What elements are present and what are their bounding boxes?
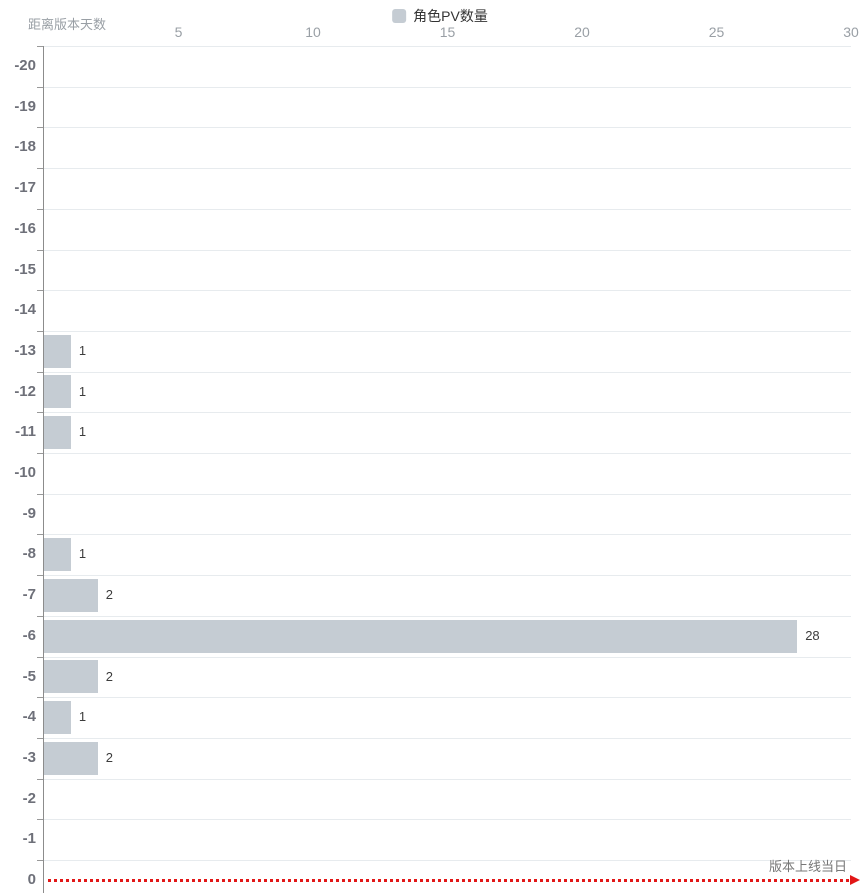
legend-swatch-icon (392, 9, 407, 23)
y-axis-label: -18 (14, 138, 36, 156)
bar-value-label: 2 (105, 668, 114, 684)
plot-area: 5 10 15 20 25 30 -20 -19 -18 -17 -16 -15 -14 -13 1 -12 1… (14, 24, 859, 893)
y-axis-tick (37, 46, 43, 47)
gridline (44, 371, 851, 373)
y-axis-tick (37, 697, 43, 699)
y-axis-tick (37, 453, 43, 454)
y-axis-label: 0 (27, 871, 36, 888)
release-day-line (48, 879, 852, 882)
x-axis-tick-label: 20 (574, 24, 590, 40)
y-axis-tick (37, 249, 43, 251)
y-axis-tick (37, 737, 43, 739)
y-axis-tick (37, 819, 43, 821)
gridline (44, 819, 851, 821)
gridline (44, 127, 851, 129)
y-axis-label: -8 (22, 545, 36, 563)
y-axis-tick (37, 860, 43, 861)
gridline (44, 168, 851, 170)
gridline (44, 656, 851, 658)
gridline (44, 453, 851, 454)
y-axis-tick (37, 290, 43, 292)
x-axis-tick-label: 10 (305, 24, 321, 40)
gridline (44, 575, 851, 577)
x-axis-tick-label: 30 (843, 24, 859, 40)
y-axis-tick (37, 656, 43, 658)
y-axis-label: -6 (22, 626, 36, 644)
bar[interactable] (44, 416, 71, 450)
y-axis-tick (37, 575, 43, 577)
y-axis-label: -3 (22, 748, 36, 766)
x-axis-tick-label: 25 (708, 24, 725, 40)
bar[interactable] (44, 660, 98, 694)
legend-label: 角色PV数量 (413, 8, 488, 24)
y-axis-label: -10 (14, 464, 36, 481)
gridline (44, 290, 851, 292)
bar[interactable] (44, 375, 71, 409)
bar[interactable] (44, 538, 71, 572)
gridline (44, 737, 851, 739)
y-axis-tick (37, 127, 43, 129)
y-axis-label: -15 (14, 260, 36, 278)
y-axis-tick (37, 534, 43, 536)
y-axis-label: -5 (22, 667, 36, 685)
y-axis-label: -13 (14, 341, 36, 359)
gridline (44, 493, 851, 495)
bar-value-label: 1 (78, 546, 87, 562)
gridline (44, 249, 851, 251)
gridline (44, 46, 851, 47)
y-axis-label: -16 (14, 219, 36, 237)
bar[interactable] (44, 701, 71, 735)
y-axis-tick (37, 778, 43, 780)
bar-value-label: 28 (805, 627, 820, 643)
legend-item[interactable]: 角色PV数量 (392, 6, 488, 26)
gridline (44, 534, 851, 536)
y-axis-tick (37, 493, 43, 495)
release-day-arrow-icon (850, 875, 860, 885)
y-axis-tick (37, 86, 43, 88)
gridline (44, 412, 851, 414)
release-day-label: 版本上线当日 (768, 859, 847, 874)
bar-value-label: 1 (78, 383, 87, 399)
bar[interactable] (44, 578, 98, 612)
bar[interactable] (44, 619, 798, 653)
y-axis-label: -19 (14, 97, 36, 115)
y-axis-label: -7 (22, 586, 36, 604)
y-axis-tick (37, 412, 43, 414)
y-axis-title: 距离版本天数 (28, 17, 107, 32)
y-axis-tick (37, 168, 43, 170)
gridline (44, 330, 851, 332)
bar[interactable] (44, 741, 98, 775)
bar-value-label: 1 (78, 709, 87, 725)
bar[interactable] (44, 334, 71, 368)
y-axis-label: -1 (22, 830, 36, 848)
y-axis-label: -17 (14, 179, 36, 197)
y-axis-label: -4 (22, 708, 36, 726)
x-axis-tick-label: 15 (439, 24, 456, 40)
gridline (44, 86, 851, 88)
gridline (44, 860, 851, 861)
gridline (44, 778, 851, 780)
y-axis-tick (37, 615, 43, 617)
gridline (44, 615, 851, 617)
y-axis-label: -2 (22, 789, 36, 807)
y-axis-label: -14 (14, 301, 36, 319)
y-axis-label: -12 (14, 382, 36, 400)
y-axis-label: -9 (22, 504, 36, 522)
y-axis-tick (37, 330, 43, 332)
gridline (44, 208, 851, 210)
gridline (44, 697, 851, 699)
y-axis-tick (37, 208, 43, 210)
y-axis-label: -20 (14, 57, 36, 74)
y-axis-tick (37, 371, 43, 373)
x-axis-tick-label: 5 (174, 24, 183, 40)
y-axis-label: -11 (15, 423, 36, 441)
y-axis-line (43, 46, 44, 893)
bar-value-label: 2 (105, 587, 114, 603)
bar-value-label: 1 (78, 342, 87, 358)
bar-value-label: 2 (105, 749, 114, 765)
bar-value-label: 1 (78, 424, 87, 440)
